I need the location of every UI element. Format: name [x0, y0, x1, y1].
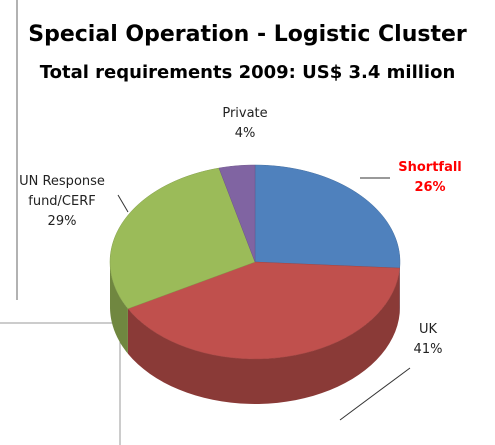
slice-label: Private 4%	[205, 104, 285, 144]
slice-value: 29%	[47, 214, 77, 229]
pie-slice	[254, 164, 401, 269]
slice-name: UK	[418, 322, 438, 337]
slice-value: 41%	[413, 342, 443, 357]
slice-label: UN Response fund/CERF 29%	[12, 172, 112, 232]
leader-line	[339, 367, 411, 421]
chart-title: Special Operation - Logistic Cluster	[28, 22, 467, 47]
chart-subtitle: Total requirements 2009: US$ 3.4 million	[39, 62, 456, 83]
slice-name: Shortfall	[398, 160, 462, 175]
slice-label: UK 41%	[398, 320, 458, 360]
slice-name: Private	[222, 106, 268, 121]
pie-slice-side	[110, 262, 128, 354]
slice-name: UN Response fund/CERF	[19, 174, 105, 209]
pie-slice	[218, 164, 256, 263]
slice-label: Shortfall 26%	[375, 158, 485, 198]
slice-value: 4%	[234, 126, 256, 141]
pie	[109, 164, 401, 404]
pie-slice	[127, 261, 400, 360]
pie-slice	[109, 167, 256, 310]
slice-value: 26%	[414, 180, 446, 195]
leader-line	[117, 194, 129, 213]
frame-box	[0, 322, 121, 445]
pie-slice-side	[127, 268, 400, 404]
